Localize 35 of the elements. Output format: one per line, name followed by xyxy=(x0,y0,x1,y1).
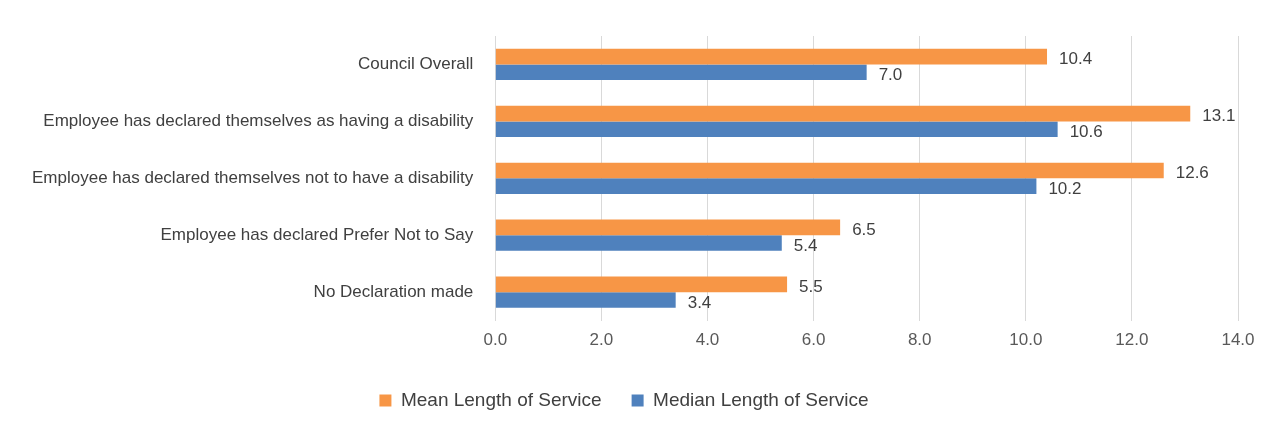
x-tick-label: 10.0 xyxy=(1009,330,1043,350)
y-tick-label: Council Overall xyxy=(358,54,474,74)
y-tick-label: Employee has declared Prefer Not to Say xyxy=(160,224,474,244)
data-label: 6.5 xyxy=(852,220,876,240)
data-label: 13.1 xyxy=(1202,106,1236,126)
data-label: 10.4 xyxy=(1059,49,1093,69)
data-label: 5.4 xyxy=(793,235,818,255)
data-label: 5.5 xyxy=(799,277,823,296)
bar xyxy=(495,292,676,308)
legend-label: Mean Length of Service xyxy=(400,388,602,410)
bar xyxy=(495,105,1191,122)
bar xyxy=(495,178,1037,194)
data-label: 12.6 xyxy=(1175,163,1209,183)
bar xyxy=(495,48,1048,65)
x-tick-label: 2.0 xyxy=(589,330,614,350)
bar xyxy=(495,219,841,236)
x-tick-label: 14.0 xyxy=(1221,330,1255,350)
data-label: 10.6 xyxy=(1069,121,1103,141)
x-tick-label: 6.0 xyxy=(801,330,826,350)
bar xyxy=(495,64,867,81)
x-tick-label: 4.0 xyxy=(695,330,720,350)
x-tick-label: 12.0 xyxy=(1115,330,1149,350)
x-tick-label: 0.0 xyxy=(483,330,508,350)
y-tick-label: Employee has declared themselves as having a disability xyxy=(43,111,474,131)
legend-label: Median Length of Service xyxy=(653,388,869,410)
x-tick-label: 8.0 xyxy=(907,330,932,350)
bar xyxy=(495,276,788,293)
data-label: 3.4 xyxy=(687,292,712,312)
bar xyxy=(495,235,782,251)
y-tick-label: Employee has declared themselves not to have a disability xyxy=(31,167,474,187)
y-tick-label: No Declaration made xyxy=(313,281,474,301)
data-label: 7.0 xyxy=(878,64,903,84)
bar xyxy=(495,121,1058,138)
data-label: 10.2 xyxy=(1048,178,1082,198)
bar xyxy=(495,162,1164,179)
